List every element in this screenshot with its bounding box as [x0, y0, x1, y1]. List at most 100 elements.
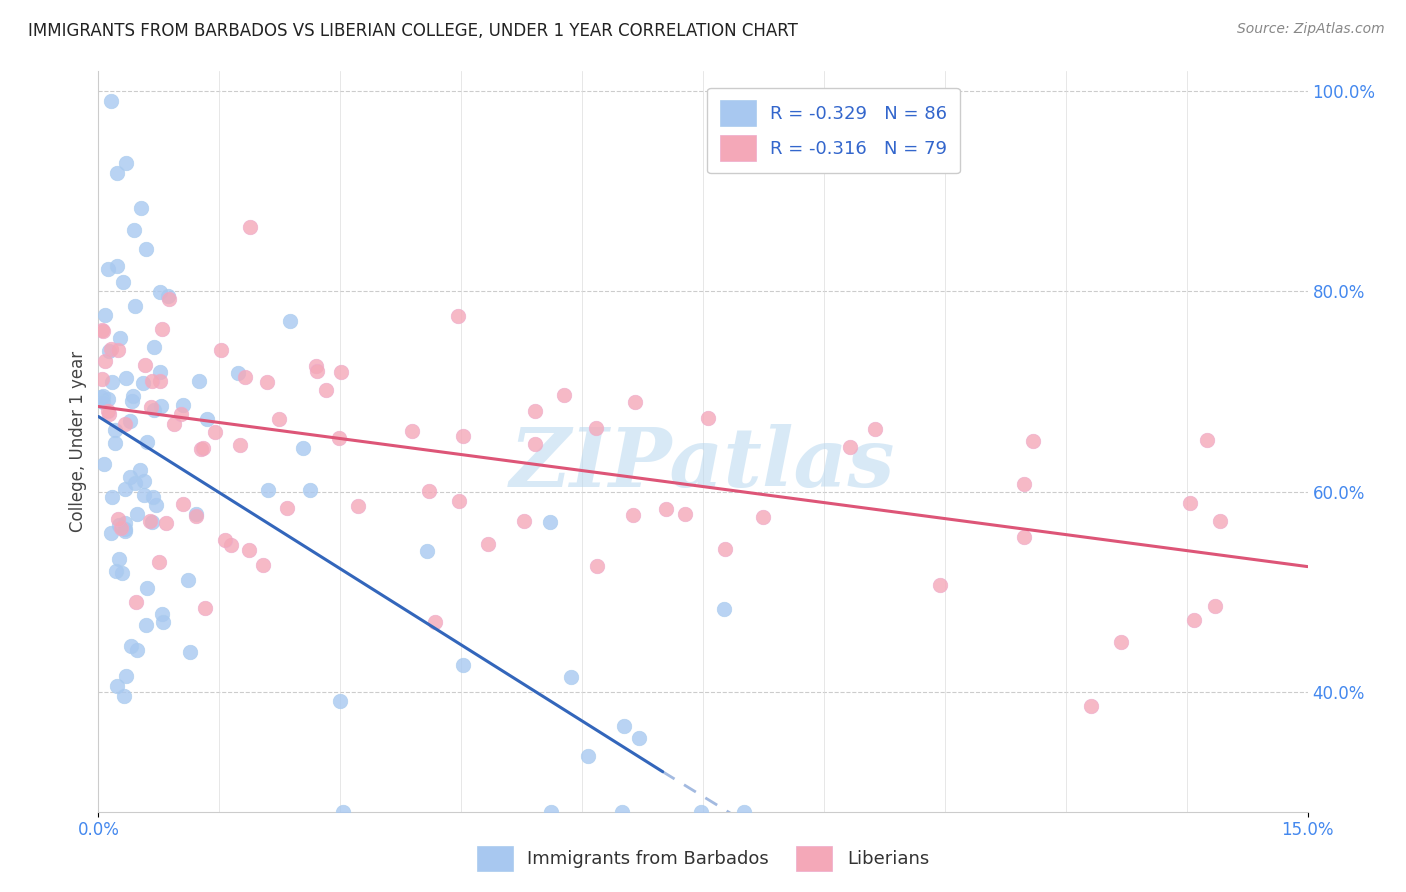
Point	[713, 602, 735, 616]
Point	[91, 324, 114, 338]
Point	[114, 524, 136, 539]
Point	[120, 470, 142, 484]
Point	[121, 394, 143, 409]
Point	[120, 639, 142, 653]
Point	[673, 507, 696, 521]
Point	[120, 414, 142, 428]
Point	[276, 501, 298, 516]
Point	[114, 522, 136, 536]
Point	[157, 288, 180, 302]
Y-axis label: College, Under 1 year: College, Under 1 year	[69, 351, 87, 533]
Point	[91, 389, 114, 403]
Point	[142, 402, 165, 417]
Point	[752, 509, 775, 524]
Point	[124, 299, 146, 313]
Point	[252, 558, 274, 572]
Point	[97, 403, 120, 417]
Point	[238, 543, 260, 558]
Point	[97, 262, 120, 277]
Point	[191, 441, 214, 455]
Point	[93, 308, 115, 322]
Point	[107, 512, 129, 526]
Legend: R = -0.329   N = 86, R = -0.316   N = 79: R = -0.329 N = 86, R = -0.316 N = 79	[707, 87, 960, 173]
Point	[90, 390, 112, 404]
Point	[315, 383, 337, 397]
Point	[134, 359, 156, 373]
Point	[714, 542, 737, 557]
Point	[219, 538, 242, 552]
Point	[190, 442, 212, 456]
Point	[613, 718, 636, 732]
Point	[100, 343, 122, 357]
Point	[423, 615, 446, 629]
Point	[135, 242, 157, 256]
Point	[105, 260, 128, 274]
Point	[1109, 634, 1132, 648]
Point	[1080, 699, 1102, 714]
Point	[627, 731, 650, 745]
Legend: Immigrants from Barbados, Liberians: Immigrants from Barbados, Liberians	[470, 838, 936, 879]
Point	[179, 644, 201, 658]
Point	[101, 375, 124, 389]
Point	[141, 374, 163, 388]
Point	[143, 340, 166, 354]
Point	[451, 429, 474, 443]
Point	[329, 365, 352, 379]
Point	[111, 566, 134, 580]
Point	[623, 395, 645, 409]
Point	[148, 555, 170, 569]
Point	[415, 544, 437, 558]
Point	[1204, 599, 1226, 614]
Point	[329, 694, 352, 708]
Point	[135, 617, 157, 632]
Point	[149, 400, 172, 414]
Point	[863, 422, 886, 436]
Point	[108, 330, 131, 344]
Point	[229, 438, 252, 452]
Point	[145, 498, 167, 512]
Point	[239, 220, 262, 235]
Point	[655, 502, 678, 516]
Point	[621, 508, 644, 522]
Point	[292, 441, 315, 455]
Point	[97, 343, 120, 358]
Point	[576, 749, 599, 764]
Point	[214, 533, 236, 548]
Point	[104, 564, 127, 578]
Point	[138, 515, 160, 529]
Point	[418, 484, 440, 499]
Point	[929, 578, 952, 592]
Point	[278, 314, 301, 328]
Point	[839, 440, 862, 454]
Point	[560, 670, 582, 684]
Point	[585, 421, 607, 435]
Point	[111, 276, 134, 290]
Point	[93, 457, 115, 471]
Text: ZIPatlas: ZIPatlas	[510, 424, 896, 504]
Point	[304, 359, 326, 373]
Point	[540, 805, 562, 819]
Point	[1178, 496, 1201, 510]
Point	[332, 805, 354, 819]
Point	[94, 354, 117, 368]
Point	[97, 407, 120, 421]
Point	[256, 376, 278, 390]
Point	[105, 166, 128, 180]
Point	[523, 403, 546, 417]
Point	[134, 474, 156, 488]
Point	[1022, 434, 1045, 449]
Point	[132, 487, 155, 501]
Point	[107, 552, 129, 566]
Point	[149, 285, 172, 299]
Point	[124, 476, 146, 491]
Point	[122, 222, 145, 236]
Point	[157, 292, 180, 306]
Point	[186, 509, 208, 524]
Point	[307, 363, 329, 377]
Point	[269, 411, 291, 425]
Point	[188, 374, 211, 388]
Point	[104, 423, 127, 437]
Point	[298, 483, 321, 498]
Point	[612, 805, 634, 819]
Point	[150, 321, 173, 335]
